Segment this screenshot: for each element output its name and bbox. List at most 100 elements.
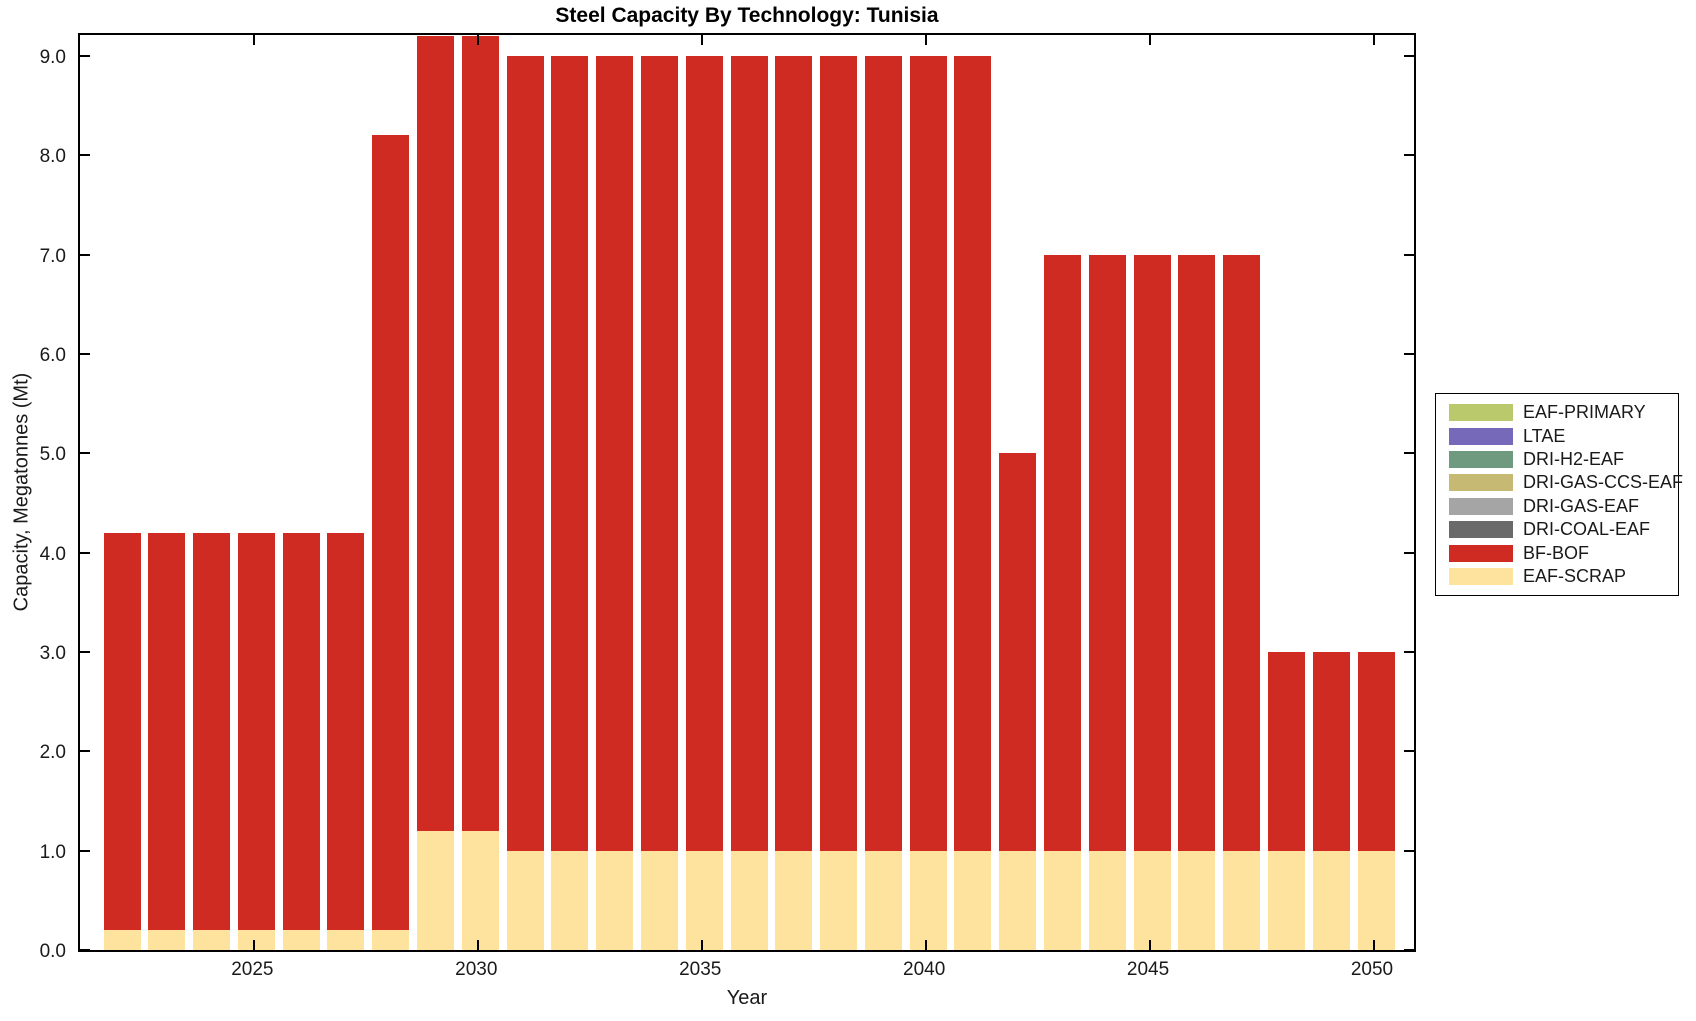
bar-2050-eaf-scrap: [1357, 850, 1395, 950]
bar-2029-eaf-scrap: [417, 830, 454, 950]
bar-2045-bf-bof: [1133, 254, 1171, 851]
axis-tick: [80, 551, 90, 554]
bar-2035-eaf-scrap: [685, 850, 723, 950]
legend-item-dri-gas-eaf: DRI-GAS-EAF: [1449, 495, 1672, 518]
axis-tick: [1404, 452, 1414, 455]
axis-tick: [1404, 54, 1414, 57]
bar-2022-eaf-scrap: [103, 930, 141, 950]
bar-2030-bf-bof: [461, 35, 499, 831]
axis-tick: [701, 35, 704, 45]
axis-tick: [80, 750, 90, 753]
axis-tick: [80, 54, 90, 57]
y-tick-label: 1.0: [39, 841, 66, 863]
axis-tick: [1149, 940, 1152, 950]
bar-2038-bf-bof: [820, 55, 858, 851]
bar-2026-bf-bof: [282, 532, 320, 931]
legend-item-dri-gas-ccs-eaf: DRI-GAS-CCS-EAF: [1449, 471, 1683, 494]
chart-title: Steel Capacity By Technology: Tunisia: [555, 4, 939, 27]
y-tick-label: 4.0: [39, 543, 66, 565]
bar-2049-eaf-scrap: [1312, 850, 1350, 950]
axis-tick: [477, 940, 480, 950]
legend-swatch-icon: [1449, 567, 1513, 585]
bar-2045-eaf-scrap: [1133, 850, 1171, 950]
bar-2032-bf-bof: [551, 55, 589, 851]
legend-swatch-icon: [1449, 427, 1513, 445]
legend-label: EAF-PRIMARY: [1523, 402, 1646, 423]
axis-tick: [253, 35, 256, 45]
y-tick-label: 9.0: [39, 46, 66, 68]
bar-2043-eaf-scrap: [1044, 850, 1081, 950]
bar-2042-eaf-scrap: [999, 850, 1037, 950]
bar-2047-bf-bof: [1223, 254, 1261, 851]
axis-tick: [1404, 750, 1414, 753]
bar-2041-bf-bof: [954, 55, 992, 851]
axis-tick: [80, 849, 90, 852]
axis-tick: [1149, 35, 1152, 45]
legend-box: EAF-PRIMARY LTAE DRI-H2-EAF DRI-GAS-CCS-EAF…: [1435, 393, 1683, 597]
x-axis-label: Year: [726, 987, 768, 1009]
axis-tick: [925, 35, 928, 45]
bar-2031-bf-bof: [506, 55, 544, 851]
legend-label: LTAE: [1523, 425, 1566, 446]
bar-2027-eaf-scrap: [327, 930, 365, 950]
bar-2032-eaf-scrap: [551, 850, 589, 950]
bar-2038-eaf-scrap: [820, 850, 858, 950]
bar-2039-bf-bof: [864, 55, 902, 851]
legend-swatch-icon: [1449, 450, 1513, 468]
axis-tick: [701, 940, 704, 950]
legend-item-bf-bof: BF-BOF: [1449, 541, 1672, 564]
bar-2023-eaf-scrap: [148, 930, 186, 950]
legend-label: EAF-SCRAP: [1523, 565, 1627, 586]
bar-2034-bf-bof: [640, 55, 678, 851]
axis-tick: [1404, 253, 1414, 256]
legend-label: DRI-H2-EAF: [1523, 448, 1625, 469]
y-tick-label: 5.0: [39, 444, 66, 466]
legend-item-eaf-scrap: EAF-SCRAP: [1449, 565, 1672, 588]
bar-2029-bf-bof: [417, 35, 454, 831]
bar-2041-eaf-scrap: [954, 850, 992, 950]
axis-tick: [925, 940, 928, 950]
bar-2033-eaf-scrap: [596, 850, 634, 950]
x-tick-label: 2045: [1126, 959, 1170, 980]
legend-item-dri-coal-eaf: DRI-COAL-EAF: [1449, 518, 1672, 541]
bar-2030-eaf-scrap: [461, 830, 499, 950]
bar-2048-eaf-scrap: [1267, 850, 1305, 950]
legend-swatch-icon: [1449, 474, 1513, 492]
axis-tick: [477, 35, 480, 45]
bar-2033-bf-bof: [596, 55, 634, 851]
bar-2042-bf-bof: [999, 453, 1037, 851]
bar-2027-bf-bof: [327, 532, 365, 931]
legend-label: DRI-GAS-EAF: [1523, 495, 1640, 516]
bar-2036-eaf-scrap: [730, 850, 768, 950]
bar-2023-bf-bof: [148, 532, 186, 931]
legend-swatch-icon: [1449, 497, 1513, 515]
x-tick-label: 2040: [903, 959, 946, 980]
bar-2040-bf-bof: [909, 55, 947, 851]
axis-tick: [1404, 352, 1414, 355]
axis-tick: [80, 452, 90, 455]
legend-item-eaf-primary: EAF-PRIMARY: [1449, 401, 1672, 424]
bar-2044-bf-bof: [1088, 254, 1126, 851]
bar-2024-eaf-scrap: [193, 930, 231, 950]
y-tick-label: 0.0: [39, 941, 66, 962]
bar-2047-eaf-scrap: [1223, 850, 1261, 950]
axis-tick: [1404, 650, 1414, 653]
bar-2037-eaf-scrap: [775, 850, 813, 950]
legend-label: DRI-GAS-CCS-EAF: [1523, 472, 1684, 493]
axis-tick: [1373, 35, 1375, 45]
axis-tick: [253, 940, 256, 950]
axis-tick: [80, 253, 90, 256]
legend-swatch-icon: [1449, 544, 1513, 562]
bar-2031-eaf-scrap: [506, 850, 544, 950]
x-tick-label: 2050: [1350, 959, 1394, 980]
bar-2036-bf-bof: [730, 55, 768, 851]
bar-2025-eaf-scrap: [237, 930, 275, 950]
bar-2043-bf-bof: [1044, 254, 1081, 851]
y-tick-label: 6.0: [39, 344, 66, 366]
bar-2040-eaf-scrap: [909, 850, 947, 950]
axis-tick: [1373, 940, 1375, 950]
legend-label: BF-BOF: [1523, 542, 1589, 563]
x-tick-label: 2035: [679, 959, 722, 980]
bar-2026-eaf-scrap: [282, 930, 320, 950]
y-tick-label: 3.0: [39, 642, 66, 664]
